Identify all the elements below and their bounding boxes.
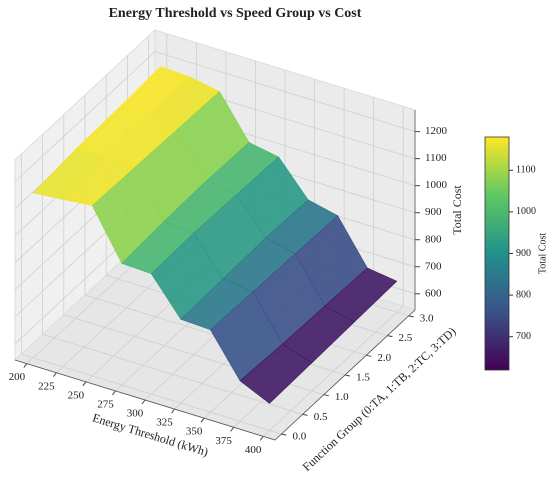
y-tick [344, 374, 351, 377]
x-tick-label: 400 [245, 444, 262, 456]
z-tick-label: 700 [425, 260, 442, 272]
x-tick-label: 375 [215, 435, 232, 447]
chart-title: Energy Threshold vs Speed Group vs Cost [109, 6, 362, 21]
y-tick-label: 0.5 [314, 411, 328, 423]
y-tick-label: 0.0 [292, 431, 306, 443]
colorbar-label: Total Cost [537, 233, 548, 274]
y-tick-label: 3.0 [420, 312, 434, 324]
x-tick [52, 372, 57, 378]
y-tick [408, 315, 414, 318]
colorbar [484, 136, 510, 371]
x-tick-label: 225 [38, 380, 55, 392]
grid-line [21, 353, 282, 435]
axis-line [14, 359, 276, 441]
x-tick-label: 200 [9, 371, 26, 383]
y-tick [323, 394, 329, 397]
x-tick-label: 325 [156, 417, 173, 429]
surface-face [239, 343, 313, 404]
colorbar-tick-label: 900 [516, 248, 531, 259]
x-tick [200, 417, 205, 423]
z-tick-label: 900 [425, 206, 442, 218]
axis-line [274, 309, 416, 441]
y-tick-label: 2.0 [377, 352, 391, 364]
y-tick-label: 1.5 [356, 372, 370, 384]
x-tick [230, 426, 235, 432]
grid-line [14, 51, 156, 182]
y-tick [366, 354, 372, 357]
x-tick [82, 381, 87, 387]
z-tick-label: 1200 [425, 125, 448, 137]
x-tick [141, 399, 146, 405]
x-tick [112, 390, 116, 396]
x-tick-label: 275 [97, 398, 114, 410]
colorbar-tick-label: 700 [516, 331, 531, 342]
x-tick [23, 363, 28, 368]
x-tick-label: 300 [127, 408, 144, 420]
x-tick-label: 350 [186, 426, 203, 438]
x-tick-label: 250 [68, 389, 85, 401]
grid-line [42, 334, 303, 415]
z-tick-label: 800 [425, 233, 442, 245]
grid-line [154, 51, 416, 133]
colorbar-tick-label: 800 [516, 289, 531, 300]
y-tick [281, 433, 287, 436]
colorbar-tick-label: 1100 [516, 165, 536, 176]
z-axis-label: Total Cost [450, 185, 464, 235]
y-tick [387, 335, 393, 338]
y-tick-label: 2.5 [399, 332, 413, 344]
z-tick-label: 1000 [425, 179, 448, 191]
y-tick [302, 413, 308, 416]
colorbar-tick-label: 1000 [516, 206, 536, 217]
y-tick-label: 1.0 [335, 391, 349, 403]
x-tick [171, 408, 175, 414]
z-tick-label: 1100 [425, 152, 447, 164]
z-tick-label: 600 [425, 287, 442, 299]
x-tick [259, 436, 264, 441]
